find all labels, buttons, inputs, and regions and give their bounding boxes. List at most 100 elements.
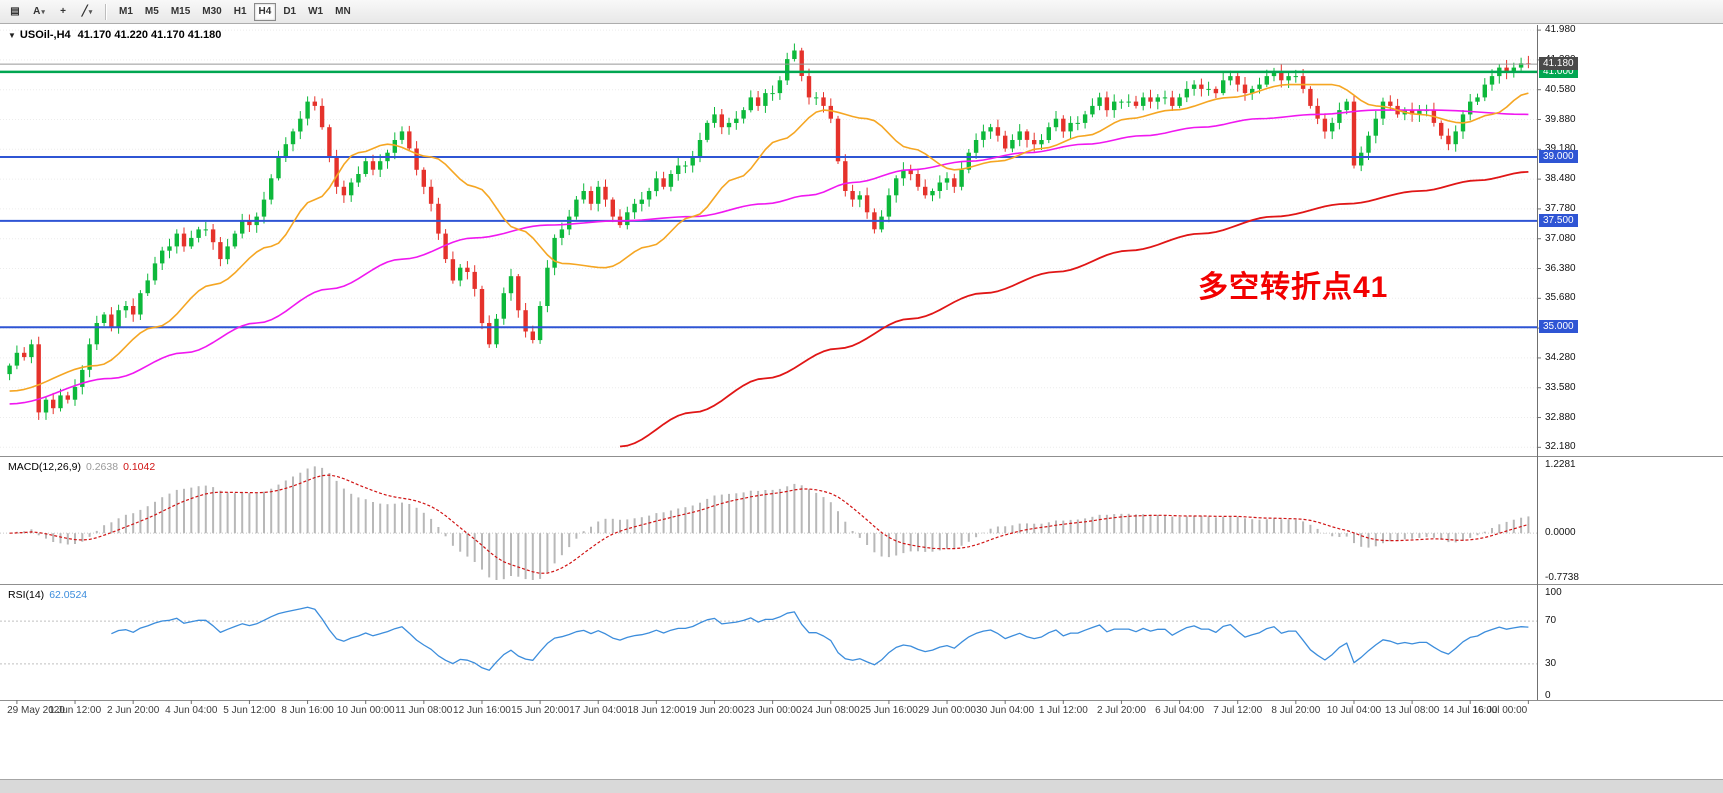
candle-body <box>160 250 165 264</box>
candle-body <box>210 229 216 243</box>
current-price-badge: 41.180 <box>1539 57 1578 71</box>
candle-body <box>465 267 470 272</box>
candle-body <box>697 140 703 157</box>
time-axis-label: 5 Jun 12:00 <box>223 705 276 716</box>
timeframe-M15[interactable]: M15 <box>166 3 195 21</box>
candle-body <box>944 178 950 183</box>
candle-body <box>574 199 579 217</box>
macd-axis-label: -0.7738 <box>1545 572 1579 583</box>
candle-body <box>1293 76 1298 78</box>
candle-body <box>1162 97 1168 99</box>
candle-body <box>43 399 49 413</box>
candle-body <box>1228 76 1233 81</box>
candle-body <box>14 352 20 366</box>
timeframe-M1[interactable]: M1 <box>114 3 138 21</box>
candle-body <box>1090 105 1095 115</box>
timeframe-H1[interactable]: H1 <box>229 3 252 21</box>
candle-body <box>290 131 296 145</box>
tool-symbols-grid[interactable]: ▤ <box>4 3 26 21</box>
price-axis[interactable]: 41.98041.28040.58039.88039.18038.48037.7… <box>1537 0 1723 718</box>
candle-body <box>1257 84 1262 89</box>
timeframe-D1[interactable]: D1 <box>278 3 301 21</box>
price-tick-label: 39.880 <box>1545 113 1576 125</box>
candle-body <box>952 178 957 187</box>
candle-body <box>879 216 884 230</box>
candle-body <box>283 144 288 157</box>
candle-body <box>421 169 426 187</box>
candle-body <box>567 216 572 230</box>
price-tick-label: 38.480 <box>1545 173 1576 185</box>
price-tick-label: 33.580 <box>1545 381 1576 393</box>
candle-body <box>312 101 317 106</box>
candle-body <box>22 352 27 358</box>
candle-body <box>51 399 56 409</box>
timeframe-MN[interactable]: MN <box>330 3 356 21</box>
candle-body <box>1250 88 1255 94</box>
candle-body <box>639 199 644 204</box>
symbols-grid-icon: ▤ <box>10 6 20 17</box>
time-axis-label: 2 Jul 20:00 <box>1096 705 1146 716</box>
timeframe-M30[interactable]: M30 <box>197 3 226 21</box>
crosshair-tool-icon: + <box>60 6 66 17</box>
candle-body <box>1032 140 1037 145</box>
macd-signal-value: 0.1042 <box>123 461 156 473</box>
time-axis-label: 14 Jul 16:00 <box>1442 705 1498 716</box>
candle-body <box>131 306 136 315</box>
time-axis-label: 24 Jun 08:00 <box>801 705 860 716</box>
candle-body <box>1141 97 1146 106</box>
rsi-axis-label: 70 <box>1545 615 1557 627</box>
candle-body <box>981 131 986 140</box>
ma-magenta-line <box>9 109 1529 405</box>
candle-body <box>232 233 238 247</box>
candle-body <box>414 148 419 170</box>
candle-body <box>1235 76 1240 85</box>
candle-body <box>1475 97 1480 102</box>
candle-body <box>1046 127 1051 140</box>
time-axis-label: 29 Jun 00:00 <box>918 705 976 716</box>
candle-body <box>1024 131 1030 140</box>
candle-body <box>937 182 942 191</box>
macd-signal-line <box>9 474 1529 574</box>
candle-body <box>1242 84 1248 94</box>
candle-body <box>1075 122 1080 124</box>
candle-body <box>218 242 223 260</box>
tool-crosshair-tool[interactable]: + <box>52 3 74 21</box>
candle-body <box>1388 101 1393 106</box>
drawing-tools-group: ▤ A ▾ + ╱ ▾ <box>4 0 98 23</box>
candle-body <box>734 118 739 123</box>
candle-body <box>923 186 928 196</box>
tool-cursor-tool[interactable]: A ▾ <box>28 3 50 21</box>
price-tick-label: 39.180 <box>1545 143 1576 155</box>
candle-body <box>886 195 892 217</box>
collapse-triangle-icon[interactable]: ▼ <box>8 31 16 40</box>
candle-body <box>145 280 150 294</box>
time-axis-label: 13 Jul 08:00 <box>1384 705 1440 716</box>
timeframe-H4[interactable]: H4 <box>253 2 277 21</box>
time-axis[interactable]: 29 May 2020 1 Jun 12:00 2 Jun 20:00 4 Jun 0… <box>0 702 1537 718</box>
time-axis-label: 1 Jul 12:00 <box>1038 705 1088 716</box>
ohlc-values: 41.170 41.220 41.170 41.180 <box>77 29 222 41</box>
candle-body <box>755 97 761 106</box>
candle-body <box>1322 118 1328 132</box>
candle-body <box>203 229 208 231</box>
candle-body <box>196 229 201 238</box>
candle-body <box>189 237 194 247</box>
rsi-value: 62.0524 <box>49 589 88 601</box>
candle-body <box>501 293 506 319</box>
tool-line-tools[interactable]: ╱ ▾ <box>76 3 98 21</box>
candle-body <box>1482 84 1487 98</box>
price-tick-label: 32.880 <box>1545 411 1576 423</box>
line-tools-icon: ╱ <box>81 6 88 17</box>
candle-body <box>559 229 565 238</box>
candle-body <box>109 314 114 328</box>
candle-body <box>319 105 325 128</box>
candle-body <box>138 293 143 315</box>
dropdown-caret-icon: ▾ <box>41 8 45 16</box>
candle-body <box>1359 152 1364 166</box>
timeframe-M5[interactable]: M5 <box>140 3 164 21</box>
candle-body <box>1286 76 1291 81</box>
timeframe-W1[interactable]: W1 <box>303 3 328 21</box>
price-tick-label: 36.380 <box>1545 262 1576 274</box>
candle-body <box>603 186 608 200</box>
